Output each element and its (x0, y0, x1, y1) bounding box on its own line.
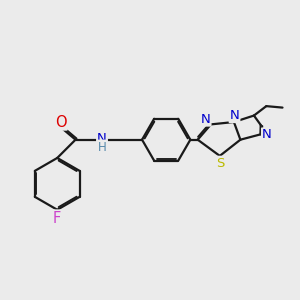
Text: N: N (262, 128, 272, 142)
Text: O: O (55, 115, 67, 130)
Text: F: F (52, 211, 61, 226)
Text: H: H (98, 141, 106, 154)
Text: N: N (230, 109, 239, 122)
Text: S: S (216, 157, 225, 170)
Text: N: N (201, 112, 211, 126)
Text: N: N (97, 132, 107, 145)
